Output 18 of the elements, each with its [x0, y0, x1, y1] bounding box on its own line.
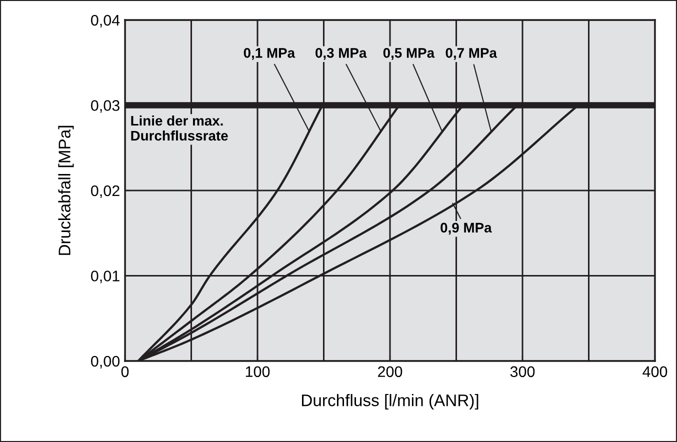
y-tick-label: 0,03	[91, 100, 120, 113]
x-tick-label: 300	[510, 366, 535, 378]
y-tick-label: 0,04	[91, 14, 120, 28]
text: 0,3 MPa	[316, 48, 367, 60]
ref-line-label: Linie der max. Durchflussrate	[131, 115, 228, 141]
x-tick-label: 400	[642, 366, 668, 378]
y-axis-title: Druckabfall [MPa]	[58, 126, 74, 255]
y-tick-label: 0,00	[91, 356, 120, 368]
series-label: 0,9 MPa	[440, 222, 492, 235]
x-tick-label: 0	[121, 366, 129, 378]
y-tick-label: 0,01	[91, 270, 120, 284]
y-tick-label: 0,02	[91, 185, 120, 198]
text: 0,1 MPa	[244, 48, 296, 60]
x-tick-label: 200	[378, 366, 402, 378]
x-tick-label: 100	[246, 366, 270, 378]
x-axis-title: Durchfluss [l/min (ANR)]	[302, 394, 478, 410]
text: 0,5 MPa	[383, 48, 435, 60]
text: 0,7 MPa	[446, 48, 498, 60]
